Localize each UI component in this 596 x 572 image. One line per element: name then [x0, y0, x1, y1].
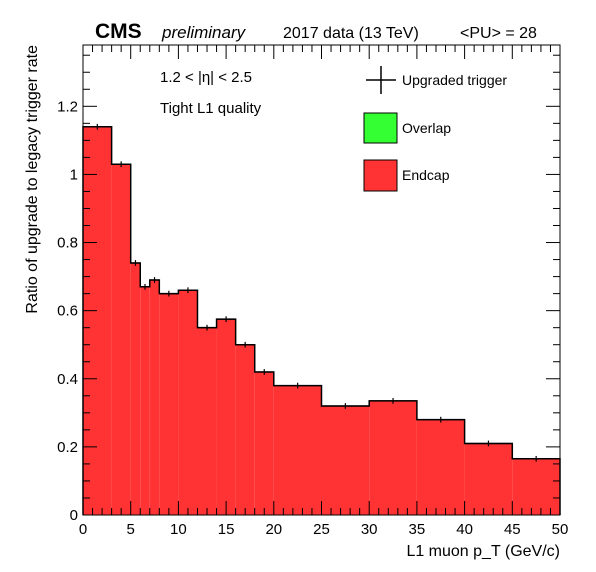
data-point — [235, 341, 255, 348]
eta-range-annotation: 1.2 < |η| < 2.5 — [160, 69, 252, 86]
y-axis: 0 0.2 0.4 0.6 0.8 1 1.2 — [57, 54, 560, 524]
data-point — [321, 403, 370, 409]
legend-label-endcap: Endcap — [402, 167, 450, 183]
legend-label-upgraded: Upgraded trigger — [402, 72, 507, 88]
endcap-bar — [178, 290, 198, 515]
x-tick-label: 50 — [552, 521, 569, 538]
x-tick-label: 15 — [218, 521, 235, 538]
data-point — [216, 316, 236, 323]
data-point — [111, 161, 131, 168]
data-point — [178, 287, 198, 294]
data-point — [197, 324, 217, 331]
y-axis-title: Ratio of upgrade to legacy trigger rate — [24, 45, 41, 314]
cms-label: CMS — [95, 20, 142, 43]
y-tick-label: 0 — [70, 507, 78, 524]
data-point — [416, 416, 465, 423]
y-tick-label: 0.6 — [57, 303, 78, 320]
y-tick-label: 1 — [70, 166, 78, 183]
endcap-bar — [321, 406, 370, 515]
y-tick-label: 0.2 — [57, 439, 78, 456]
legend-marker-upgraded — [366, 66, 396, 94]
dataset-label: 2017 data (13 TeV) — [283, 25, 419, 42]
endcap-bar — [130, 262, 141, 515]
x-tick-label: 35 — [409, 521, 426, 538]
y-tick-label: 1.2 — [57, 98, 78, 115]
endcap-bar — [140, 286, 150, 515]
legend: Upgraded trigger Overlap Endcap — [363, 66, 507, 192]
x-tick-label: 5 — [127, 521, 135, 538]
x-axis-title: L1 muon p_T (GeV/c) — [406, 543, 560, 560]
legend-label-overlap: Overlap — [402, 120, 451, 136]
endcap-bar — [216, 319, 236, 515]
x-tick-label: 25 — [313, 521, 330, 538]
endcap-bar — [111, 164, 131, 516]
x-tick-label: 10 — [170, 521, 187, 538]
endcap-bar — [273, 385, 322, 515]
x-axis: 0 5 10 15 20 25 30 35 40 45 50 — [79, 45, 569, 538]
endcap-bar — [416, 419, 465, 515]
data-point — [149, 277, 160, 283]
endcap-bar — [197, 327, 217, 515]
x-tick-label: 20 — [265, 521, 282, 538]
endcap-bar — [159, 293, 179, 515]
endcap-bar — [464, 443, 513, 515]
data-points-layer — [83, 123, 560, 462]
legend-swatch-overlap — [363, 112, 398, 144]
endcap-bar — [149, 280, 160, 515]
data-point — [83, 123, 112, 130]
quality-annotation: Tight L1 quality — [160, 100, 262, 117]
data-point — [369, 398, 417, 404]
x-tick-label: 40 — [456, 521, 473, 538]
data-point — [130, 260, 141, 266]
data-point — [464, 440, 513, 447]
data-point — [254, 369, 274, 375]
x-tick-label: 30 — [361, 521, 378, 538]
endcap-bar — [512, 458, 560, 515]
x-tick-label: 45 — [504, 521, 521, 538]
y-tick-label: 0.8 — [57, 235, 78, 252]
histogram-layer — [82, 125, 561, 516]
legend-swatch-endcap — [363, 159, 398, 192]
data-point — [273, 382, 322, 389]
x-tick-label: 0 — [79, 521, 87, 538]
data-point — [159, 290, 179, 297]
data-point — [140, 283, 150, 290]
endcap-bar — [254, 371, 274, 515]
y-tick-label: 0.4 — [57, 371, 78, 388]
endcap-bar — [369, 400, 417, 515]
endcap-bar — [83, 126, 112, 515]
data-point — [512, 455, 560, 462]
endcap-bar — [235, 344, 255, 515]
preliminary-label: preliminary — [161, 23, 247, 42]
pileup-label: <PU> = 28 — [460, 25, 537, 42]
